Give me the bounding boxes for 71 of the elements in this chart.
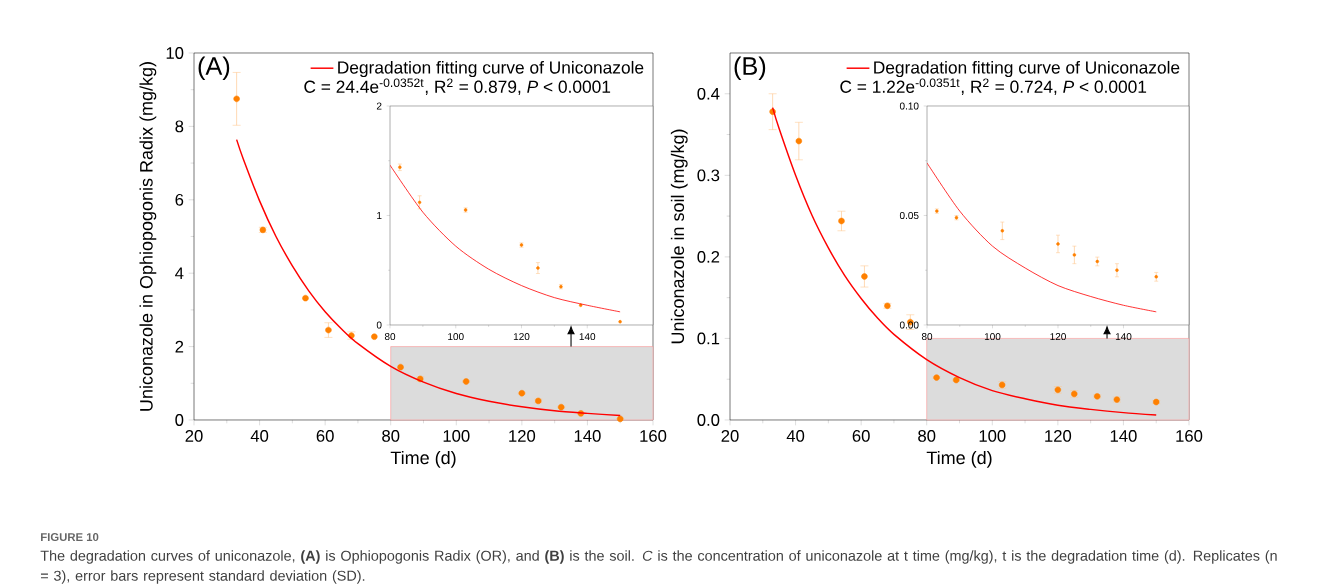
y-tick-label: 0 <box>175 414 184 426</box>
y-tick-label: 0.2 <box>697 250 720 263</box>
x-tick-label: 120 <box>1050 333 1066 341</box>
x-tick-label: 100 <box>448 333 464 341</box>
point <box>302 294 309 302</box>
y-tick-label: 0.3 <box>697 169 720 182</box>
legend-label: Degradation fitting curve of Uniconazole <box>338 60 644 78</box>
y-tick-label: 1 <box>377 212 382 219</box>
x-tick-label: 20 <box>185 430 203 442</box>
x-tick-label: 60 <box>316 430 334 442</box>
annotation: C = 24.4e$^{-0.0352t}$, R$^{2}$ = 0.879, P < 0.0001 <box>304 78 611 95</box>
y-tick-label: 0.00 <box>899 321 919 329</box>
x-tick-label: 120 <box>1045 430 1072 442</box>
y-tick-label: 0.05 <box>899 211 919 220</box>
point <box>536 266 540 270</box>
x-axis-title: Time (d) <box>926 450 992 468</box>
point <box>325 326 332 334</box>
x-tick-label: 20 <box>721 430 739 442</box>
x-tick-label: 80 <box>921 333 933 341</box>
y-tick-label: 2 <box>175 340 184 353</box>
text: The degradation curves of uniconazole, (A) is Ophiopogonis Radix (OR), and (B) is the soil. C is the concentration of uniconazole at t time (mg/kg), t is the degradation time (d). Replicates (n = 3), error bars represent standard deviation (SD). <box>40 550 1277 584</box>
y-tick-label: 0.0 <box>697 414 720 426</box>
x-tick-label: 160 <box>1176 430 1203 442</box>
x-tick-label: 120 <box>513 333 530 341</box>
y-tick-label: 0.1 <box>697 332 720 345</box>
y-tick-label: 0.4 <box>697 87 720 100</box>
legend-label: Degradation fitting curve of Uniconazole <box>874 60 1180 78</box>
x-axis-title: Time (d) <box>390 450 456 468</box>
x-tick-label: 40 <box>786 430 805 442</box>
point <box>417 200 422 205</box>
y-tick-label: 2 <box>376 102 382 110</box>
x-tick-label: 60 <box>852 430 870 442</box>
point <box>838 217 845 225</box>
x-tick-label: 140 <box>1110 430 1137 442</box>
x-tick-label: 140 <box>579 333 596 341</box>
x-tick-label: 80 <box>382 430 400 442</box>
y-tick-label: 10 <box>166 47 184 59</box>
x-tick-label: 100 <box>443 430 470 442</box>
annotation: (B) <box>734 56 766 81</box>
x-tick-label: 80 <box>384 333 396 341</box>
y-tick-label: 0.10 <box>899 102 919 110</box>
y-axis-title: Uniconazole in soil (mg/kg) <box>670 129 688 344</box>
annotation: (A) <box>198 56 230 81</box>
point <box>795 137 803 145</box>
y-tick-label: 0 <box>376 321 382 329</box>
x-tick-label: 100 <box>979 430 1006 442</box>
x-tick-label: 120 <box>509 430 536 442</box>
point <box>371 333 378 340</box>
point <box>618 319 622 324</box>
point <box>233 95 240 103</box>
point <box>861 273 868 280</box>
point <box>578 303 583 308</box>
x-tick-label: 140 <box>574 430 601 442</box>
x-tick-label: 100 <box>984 333 1001 341</box>
x-tick-label: 160 <box>640 430 667 442</box>
y-tick-label: 4 <box>175 267 184 279</box>
line-series <box>390 164 621 313</box>
point <box>397 363 404 371</box>
y-axis-title: Uniconazole in Ophiopogonis Radix (mg/kg) <box>139 62 157 411</box>
annotation: C = 1.22e$^{-0.0351t}$, R$^{2}$ = 0.724, P < 0.0001 <box>840 78 1147 95</box>
line-series <box>927 162 1157 313</box>
x-tick-label: 140 <box>1115 333 1132 341</box>
point <box>1000 229 1005 233</box>
point <box>1072 253 1077 257</box>
y-tick-label: 8 <box>175 120 184 133</box>
x-tick-label: 40 <box>250 430 269 442</box>
point <box>1115 268 1119 272</box>
x-tick-label: 80 <box>918 430 936 442</box>
point <box>1056 242 1060 246</box>
caption: FIGURE 10 <box>41 533 99 542</box>
y-tick-label: 6 <box>175 193 184 206</box>
